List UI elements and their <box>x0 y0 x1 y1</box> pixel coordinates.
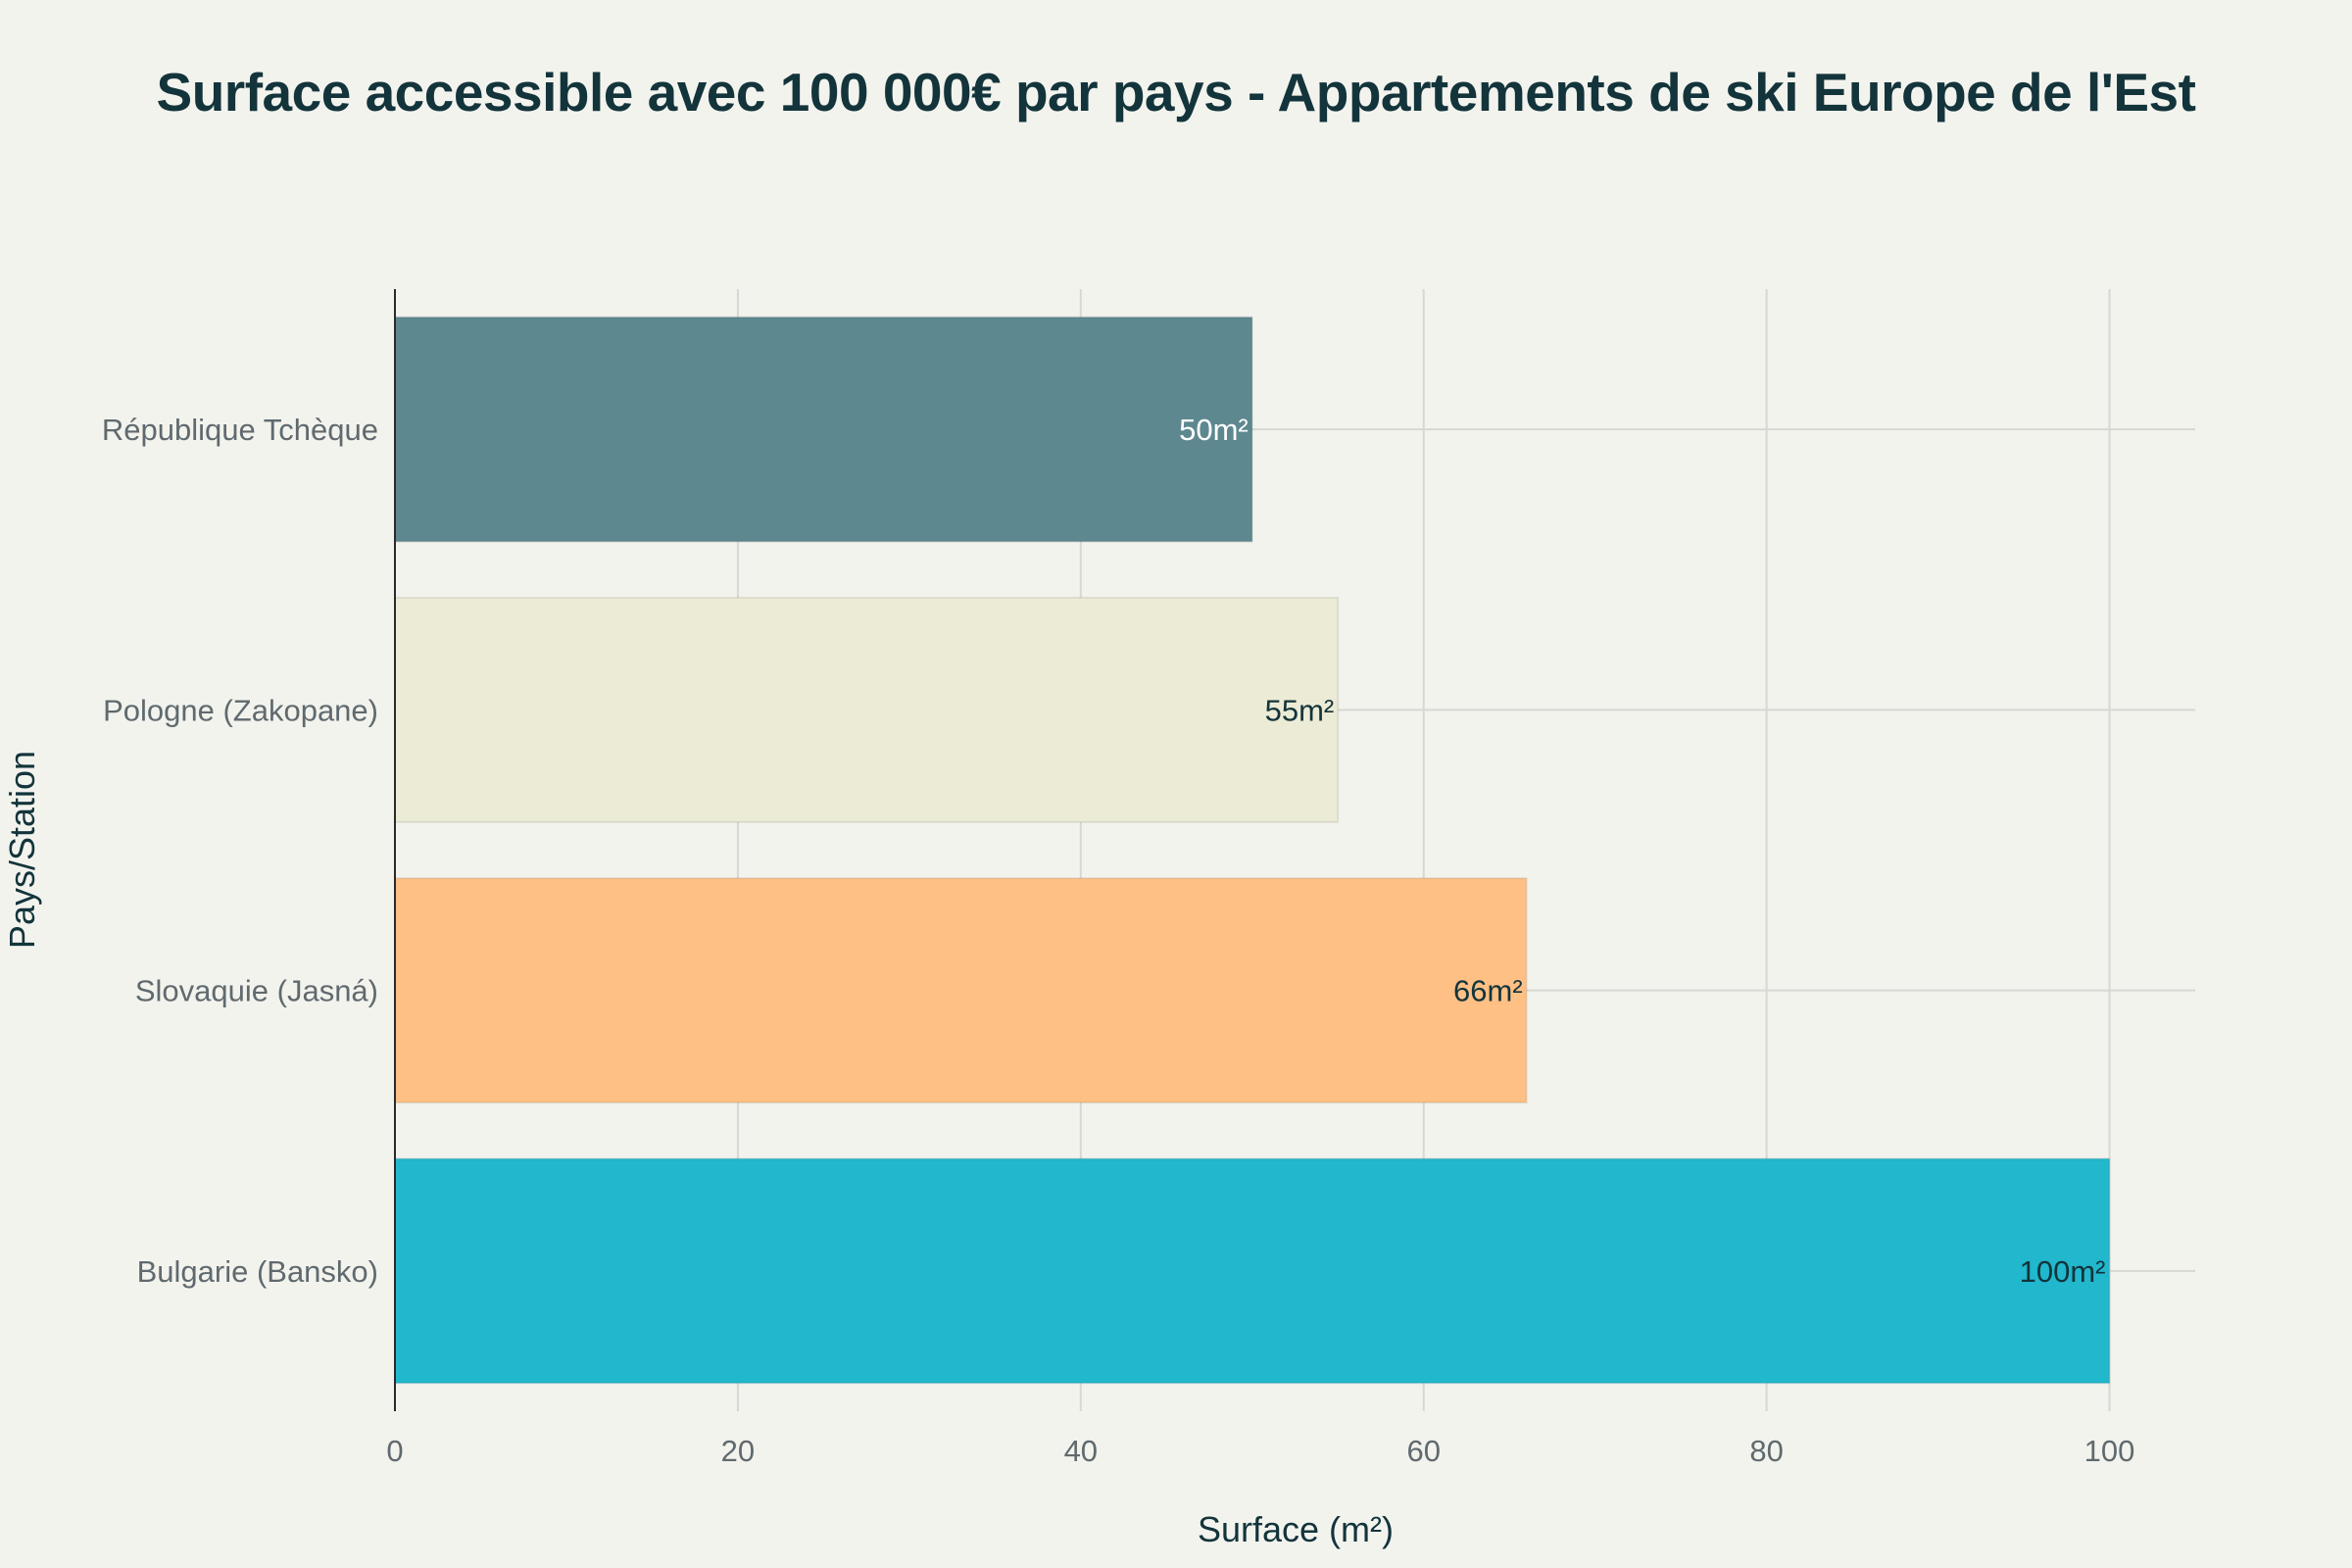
x-tick-label: 100 <box>2084 1434 2135 1468</box>
bar-data-label: 50m² <box>1179 413 1249 447</box>
y-tick-label: Slovaquie (Jasná) <box>135 974 378 1008</box>
x-axis-title: Surface (m²) <box>1198 1509 1394 1549</box>
x-tick-label: 40 <box>1064 1434 1098 1468</box>
bar <box>394 316 1253 543</box>
bar-data-label: 55m² <box>1265 693 1335 727</box>
y-axis-title: Pays/Station <box>2 751 42 949</box>
x-tick-label: 20 <box>721 1434 755 1468</box>
labels: 0 20 40 60 80 100 Bulgarie (Bansko) Slovaquie (… <box>102 413 2135 1468</box>
x-tick-label: 60 <box>1406 1434 1440 1468</box>
bars <box>394 316 2111 1385</box>
chart-title: Surface accessible avec 100 000€ par pay… <box>156 62 2196 122</box>
bar <box>394 1157 2111 1385</box>
x-tick-label: 80 <box>1749 1434 1783 1468</box>
y-tick-label: Bulgarie (Bansko) <box>137 1254 378 1289</box>
bar-data-label: 100m² <box>2020 1254 2106 1289</box>
bar <box>394 877 1528 1104</box>
y-tick-label: Pologne (Zakopane) <box>103 693 378 727</box>
y-tick-label: République Tchèque <box>102 413 378 447</box>
bar-data-label: 66m² <box>1453 974 1523 1008</box>
bar <box>394 596 1340 823</box>
x-tick-label: 0 <box>386 1434 403 1468</box>
